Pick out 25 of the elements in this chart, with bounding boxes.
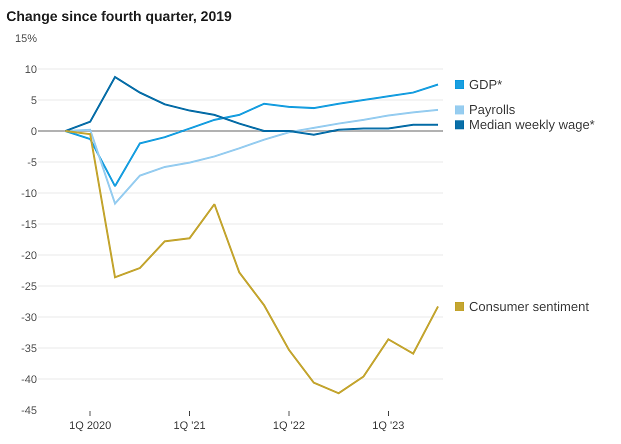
chart-title: Change since fourth quarter, 2019 [6, 8, 232, 24]
y-tick-label: -15 [21, 218, 37, 231]
y-tick-label: -45 [21, 404, 37, 417]
y-tick-label: -40 [21, 374, 37, 386]
y-tick-label: -20 [21, 250, 37, 262]
legend-label: Consumer sentiment [469, 299, 590, 314]
y-tick-label: 15% [14, 32, 38, 45]
x-tick-label: 1Q '21 [174, 420, 206, 432]
line-series [64, 76, 440, 136]
x-tick-label: 1Q 2020 [69, 420, 112, 432]
x-tick-label: 1Q '22 [272, 420, 305, 432]
legend-label: Median weekly wage* [469, 117, 595, 132]
y-tick-label: 10 [24, 64, 37, 76]
y-tick-label: -35 [21, 342, 37, 355]
legend-label: GDP* [469, 77, 502, 92]
y-tick-label: -30 [21, 312, 37, 324]
y-tick-label: 5 [30, 94, 37, 107]
y-tick-label: -10 [21, 188, 37, 200]
legend-label: Payrolls [469, 102, 516, 117]
line-series [64, 84, 440, 188]
y-tick-label: -5 [27, 156, 37, 169]
y-tick-label: 0 [30, 126, 37, 138]
y-tick-label: -25 [21, 280, 37, 293]
x-tick-label: 1Q '23 [372, 420, 404, 432]
line-series [64, 130, 440, 394]
